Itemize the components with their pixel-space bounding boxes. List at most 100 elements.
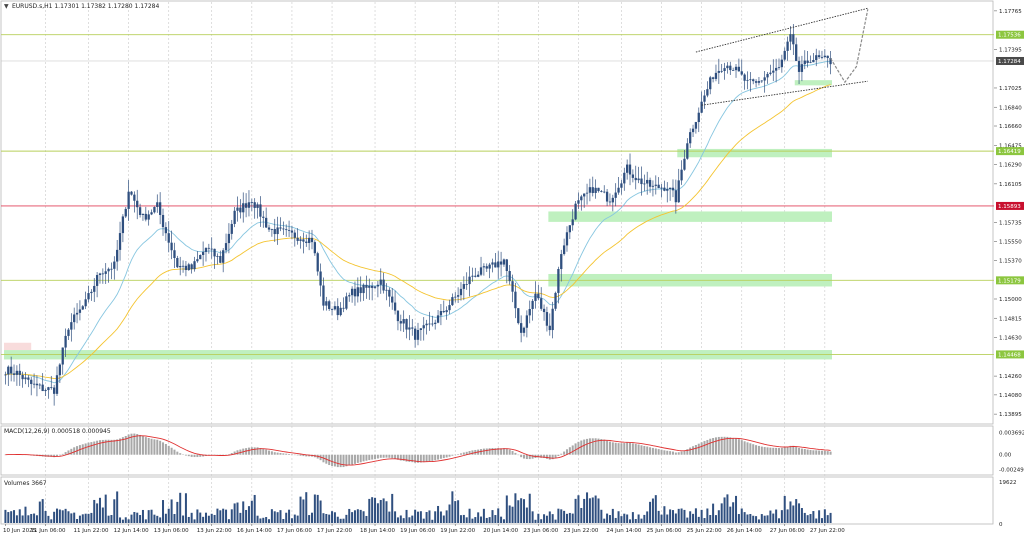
volume-bar (204, 512, 207, 523)
volume-bar (729, 506, 732, 523)
symbol-menu-icon[interactable]: ▼ (4, 3, 9, 10)
volume-bar (626, 514, 629, 523)
volume-bar (408, 517, 411, 523)
candle-body (373, 286, 377, 288)
volume-bar (356, 509, 359, 523)
price-level-label: 1.15893 (998, 204, 1021, 210)
volume-bar (130, 514, 133, 523)
candle (691, 124, 695, 137)
candle-body (600, 191, 603, 192)
candle (199, 254, 202, 260)
volume-bar (87, 513, 90, 523)
candle-body (393, 302, 397, 311)
volume-bar (319, 500, 322, 523)
volume-bar (568, 512, 571, 523)
candle (124, 206, 127, 219)
price-tick-label: 1.17395 (999, 47, 1022, 53)
macd-bar (775, 447, 778, 455)
candle-body (680, 169, 683, 181)
volume-bar (391, 493, 394, 523)
candle (382, 272, 385, 294)
candle (497, 251, 500, 279)
time-tick-label: 25 Jun 22:00 (687, 528, 722, 534)
macd-bar (508, 449, 511, 455)
volume-bar (64, 508, 67, 523)
candle-body (826, 55, 829, 59)
volume-bar (196, 509, 199, 523)
candle-body (620, 183, 623, 188)
candle-body (605, 191, 609, 202)
candle (591, 176, 594, 197)
candle (439, 303, 443, 326)
candle (219, 250, 222, 264)
candle (216, 253, 219, 265)
candle (522, 326, 526, 337)
volume-bar (749, 514, 752, 523)
candle-body (626, 164, 629, 173)
candle-body (187, 264, 190, 271)
macd-bar (540, 454, 543, 458)
volume-bar (437, 505, 440, 523)
candle-body (78, 309, 82, 313)
price-tick-label: 1.16290 (999, 163, 1022, 169)
candle-body (58, 364, 62, 376)
volume-bar (76, 519, 79, 523)
volume-bar (792, 505, 795, 523)
time-tick-label: 26 Jun 14:00 (727, 528, 762, 534)
macd-bar (654, 448, 657, 455)
candle (121, 214, 125, 243)
candle (419, 328, 423, 341)
price-level-label: 1.15179 (998, 278, 1021, 284)
macd-bar (162, 442, 165, 455)
volume-bar (442, 515, 445, 523)
candle (548, 313, 551, 336)
macd-bar (342, 454, 345, 468)
candle (164, 222, 168, 241)
candle (156, 194, 159, 213)
volume-bar (371, 497, 374, 523)
candle-body (505, 259, 508, 272)
volume-bar (227, 519, 230, 523)
candle-body (391, 296, 394, 303)
volume-bar (445, 510, 448, 523)
candle (540, 287, 543, 311)
candle (58, 363, 62, 384)
volume-bar (545, 515, 548, 523)
macd-bar (660, 449, 663, 455)
candle (190, 263, 193, 274)
macd-bar (818, 450, 821, 455)
volume-bar (820, 518, 823, 523)
macd-bar (634, 443, 637, 455)
volume-bar (786, 509, 789, 523)
candle-body (488, 264, 491, 269)
candle-body (691, 128, 695, 133)
macd-bar (826, 451, 829, 455)
macd-bar (127, 434, 130, 455)
volume-bar (173, 514, 176, 523)
candle (133, 191, 136, 213)
macd-bar (809, 449, 812, 455)
macd-bar (554, 454, 557, 459)
candle (273, 218, 276, 242)
candle-body (560, 254, 563, 270)
candle-body (534, 293, 537, 301)
candle (823, 49, 826, 59)
candle (196, 251, 199, 263)
volume-bar (677, 508, 680, 523)
price-axis[interactable]: 1.17765 1.17395 1.17025 1.16840 1.16660 1.164… (994, 9, 1024, 528)
candle (339, 302, 342, 317)
candle-body (173, 250, 176, 259)
candle (611, 194, 614, 212)
candle (356, 277, 359, 303)
candle (815, 48, 818, 67)
candle-body (752, 79, 755, 82)
candle (626, 159, 629, 180)
volume-bar (13, 510, 16, 523)
candle-body (265, 217, 268, 228)
volume-bar (422, 518, 425, 523)
candle (253, 198, 256, 219)
candle-body (90, 291, 93, 294)
candle (654, 175, 657, 195)
candle (551, 301, 554, 339)
